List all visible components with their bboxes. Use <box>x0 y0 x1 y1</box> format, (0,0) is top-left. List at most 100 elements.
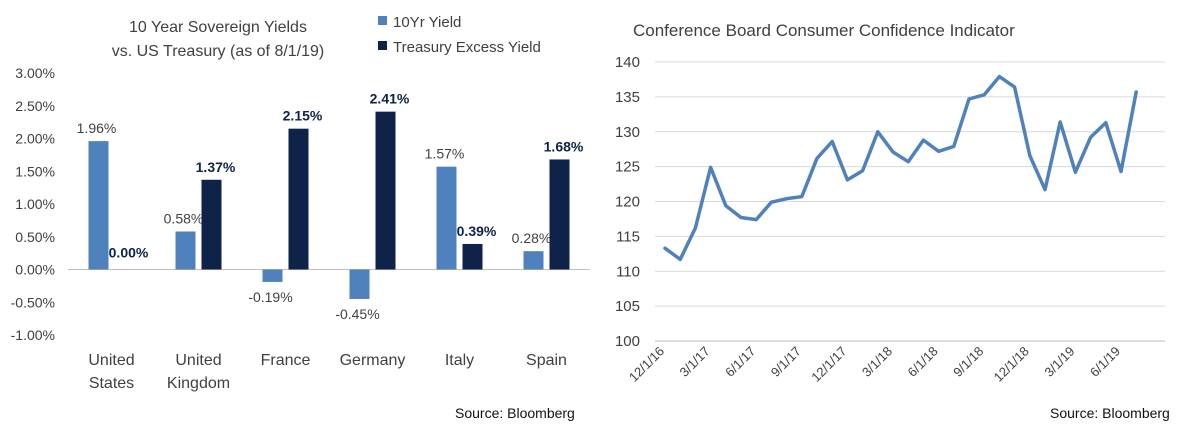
x-tick-label: 3/1/17 <box>677 344 713 380</box>
confidence-data-point <box>724 204 728 208</box>
confidence-data-point <box>693 226 697 230</box>
x-tick-label: 3/1/19 <box>1041 344 1077 380</box>
data-label-excess-yield: 0.00% <box>109 245 149 261</box>
sovereign-yields-bar-chart: 10 Year Sovereign Yields vs. US Treasury … <box>11 14 590 392</box>
data-label-10yr-yield: 1.96% <box>77 120 117 136</box>
confidence-data-point <box>997 75 1001 79</box>
bar-10yr-yield <box>88 141 109 270</box>
legend-swatch-excess-yield <box>378 41 387 50</box>
data-label-excess-yield: 2.15% <box>283 108 323 124</box>
data-label-excess-yield: 1.37% <box>196 159 236 175</box>
confidence-data-point <box>769 200 773 204</box>
bar-chart-title-line: vs. US Treasury (as of 8/1/19) <box>112 43 325 60</box>
x-category-label: United <box>88 352 134 369</box>
y-tick-label: 125 <box>615 159 640 176</box>
x-category-label: Spain <box>526 352 567 369</box>
y-tick-label: 110 <box>616 263 640 280</box>
confidence-data-point <box>815 156 819 160</box>
x-category-label: Italy <box>445 352 474 369</box>
y-tick-label: 0.00% <box>15 262 55 278</box>
bar-excess-yield <box>549 159 570 270</box>
x-tick-label: 6/1/17 <box>722 344 758 380</box>
confidence-data-point <box>1104 121 1108 125</box>
data-label-excess-yield: 1.68% <box>544 138 584 154</box>
x-tick-label: 12/1/16 <box>626 344 667 385</box>
confidence-series-line <box>663 74 1138 262</box>
y-tick-label: -1.00% <box>11 327 55 343</box>
x-tick-label: 12/1/17 <box>808 344 849 385</box>
y-tick-label: 1.50% <box>15 163 55 179</box>
confidence-data-point <box>1089 135 1093 139</box>
confidence-data-point <box>967 97 971 101</box>
confidence-data-point <box>663 246 667 250</box>
confidence-data-point <box>861 169 865 173</box>
y-tick-label: 1.00% <box>15 196 55 212</box>
confidence-data-point <box>678 257 682 261</box>
bar-excess-yield <box>201 179 222 270</box>
legend-label: Treasury Excess Yield <box>393 39 541 56</box>
confidence-data-point <box>876 130 880 134</box>
confidence-data-point <box>800 195 804 199</box>
confidence-data-point <box>1058 120 1062 124</box>
y-tick-label: 140 <box>615 54 640 71</box>
data-label-10yr-yield: 0.28% <box>512 230 552 246</box>
confidence-data-point <box>906 160 910 164</box>
confidence-data-point <box>1119 170 1123 174</box>
y-tick-label: 3.00% <box>15 65 55 81</box>
confidence-data-point <box>937 149 941 153</box>
x-category-label: Germany <box>340 352 406 369</box>
y-tick-label: 130 <box>615 124 640 141</box>
confidence-data-point <box>891 150 895 154</box>
confidence-data-point <box>1134 90 1138 94</box>
data-label-excess-yield: 2.41% <box>370 91 410 107</box>
x-tick-label: 12/1/18 <box>991 344 1032 385</box>
bar-excess-yield <box>375 111 396 270</box>
confidence-data-point <box>952 144 956 148</box>
y-tick-label: 120 <box>615 194 640 211</box>
confidence-data-point <box>785 197 789 201</box>
x-tick-label: 3/1/18 <box>859 344 895 380</box>
confidence-data-point <box>754 218 758 222</box>
confidence-data-point <box>845 178 849 182</box>
y-tick-label: 2.00% <box>15 131 55 147</box>
confidence-data-point <box>982 93 986 97</box>
x-tick-label: 9/1/17 <box>768 344 804 380</box>
data-label-10yr-yield: 0.58% <box>164 211 204 227</box>
line-chart-title: Conference Board Consumer Confidence Ind… <box>633 21 1015 40</box>
data-label-10yr-yield: -0.19% <box>248 289 292 305</box>
confidence-data-point <box>1043 188 1047 192</box>
confidence-data-point <box>1073 170 1077 174</box>
bar-10yr-yield <box>349 269 370 299</box>
data-label-excess-yield: 0.39% <box>457 223 497 239</box>
bar-chart-source: Source: Bloomberg <box>455 405 575 421</box>
x-tick-label: 6/1/19 <box>1087 344 1123 380</box>
bar-chart-title-line: 10 Year Sovereign Yields <box>129 19 307 36</box>
y-tick-label: 100 <box>615 333 640 350</box>
confidence-data-point <box>709 165 713 169</box>
confidence-data-point <box>1013 85 1017 89</box>
confidence-data-point <box>739 216 743 220</box>
y-tick-label: 135 <box>615 89 640 106</box>
bar-10yr-yield <box>262 269 283 282</box>
confidence-data-point <box>830 140 834 144</box>
y-tick-label: 105 <box>615 298 640 315</box>
bar-10yr-yield <box>436 166 457 270</box>
bar-excess-yield <box>288 128 309 270</box>
data-label-10yr-yield: 1.57% <box>425 146 465 162</box>
bar-excess-yield <box>462 243 483 270</box>
legend-label: 10Yr Yield <box>393 14 461 31</box>
y-tick-label: 115 <box>616 228 640 245</box>
confidence-data-point <box>1028 153 1032 157</box>
x-category-label: United <box>175 352 221 369</box>
legend-swatch-10yr-yield <box>378 16 387 25</box>
line-chart-source: Source: Bloomberg <box>1050 405 1170 421</box>
y-tick-label: 2.50% <box>15 98 55 114</box>
x-category-label: France <box>261 352 311 369</box>
confidence-data-point <box>921 138 925 142</box>
x-category-label: States <box>89 375 134 392</box>
x-tick-label: 6/1/18 <box>905 344 941 380</box>
bar-10yr-yield <box>175 231 196 270</box>
x-tick-label: 9/1/18 <box>950 344 986 380</box>
data-label-10yr-yield: -0.45% <box>335 306 379 322</box>
y-tick-label: 0.50% <box>15 229 55 245</box>
